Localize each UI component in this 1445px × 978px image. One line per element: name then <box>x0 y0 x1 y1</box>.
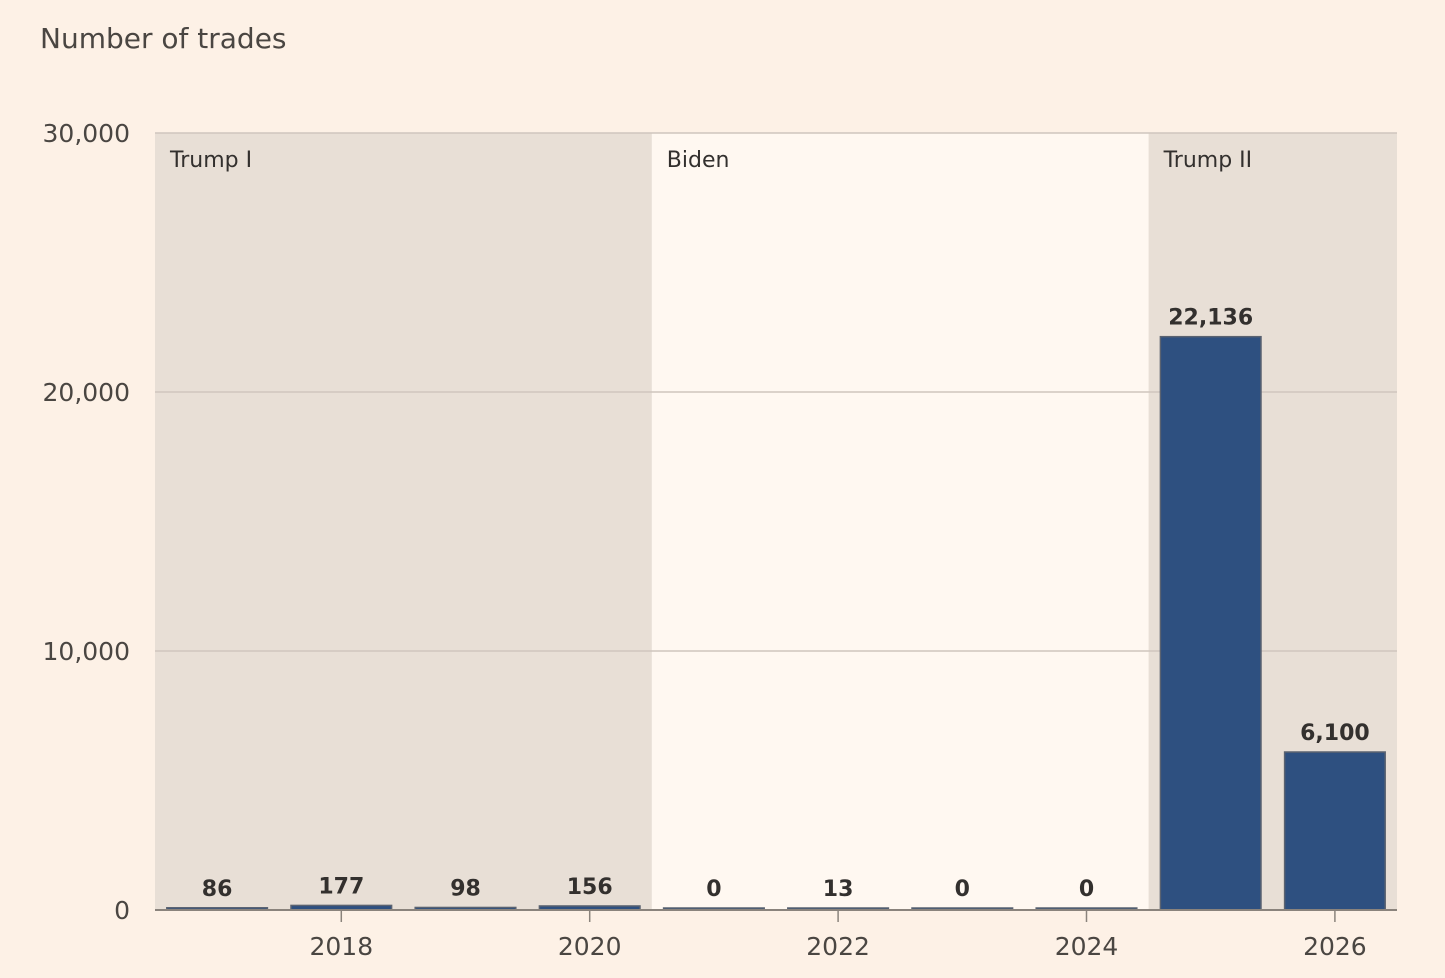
labels: Trump I Biden Trump II 0 10,000 20,000 30,000 8… <box>43 119 1370 961</box>
y-tick-label: 0 <box>114 896 130 925</box>
period-band-trump-i <box>155 133 652 910</box>
x-tick-label: 2022 <box>806 932 870 961</box>
period-label-trump-i: Trump I <box>169 148 252 173</box>
y-tick-label: 10,000 <box>43 637 130 666</box>
data-label: 98 <box>450 876 481 901</box>
bar-2026 <box>1283 751 1386 911</box>
x-tick-label: 2026 <box>1303 932 1367 961</box>
data-label: 0 <box>955 877 970 902</box>
x-tick-label: 2018 <box>309 932 373 961</box>
x-tick-label: 2020 <box>558 932 622 961</box>
data-label: 6,100 <box>1300 721 1370 746</box>
chart-title: Number of trades <box>40 22 287 55</box>
data-label: 156 <box>567 875 613 900</box>
period-label-trump-ii: Trump II <box>1163 148 1253 173</box>
data-label: 86 <box>202 877 233 902</box>
bar-2025 <box>1159 335 1262 911</box>
data-label: 177 <box>318 874 364 899</box>
period-label-biden: Biden <box>667 148 730 173</box>
data-label: 0 <box>706 877 721 902</box>
data-label: 13 <box>823 877 854 902</box>
axes <box>155 909 1397 922</box>
data-label: 22,136 <box>1168 306 1253 331</box>
data-label: 0 <box>1079 877 1094 902</box>
x-tick-label: 2024 <box>1055 932 1119 961</box>
y-tick-label: 30,000 <box>43 119 130 148</box>
y-tick-label: 20,000 <box>43 378 130 407</box>
bars <box>166 335 1386 911</box>
